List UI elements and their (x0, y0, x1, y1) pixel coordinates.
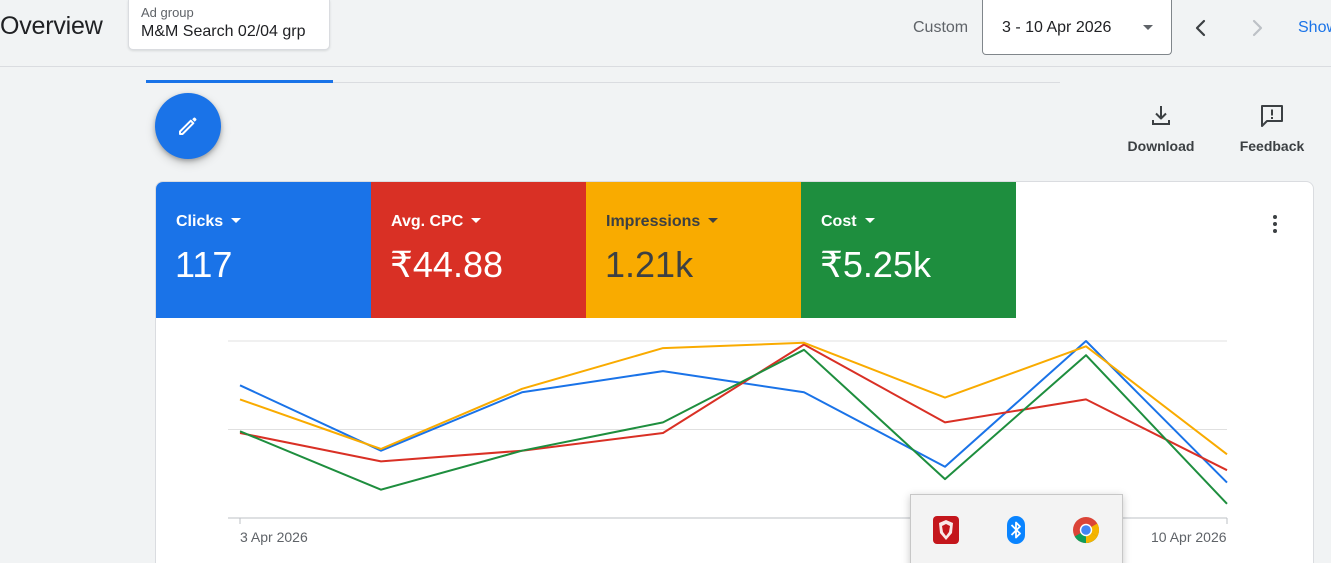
metric-clicks[interactable]: Clicks 117 (156, 182, 371, 318)
tab-bar-divider (146, 82, 1060, 83)
metric-impressions-value: 1.21k (605, 244, 694, 285)
system-tray-popup (910, 494, 1123, 563)
metric-avg-cpc-label: Avg. CPC (391, 213, 482, 231)
caret-down-icon (864, 218, 875, 223)
metric-cost-label-text: Cost (821, 213, 857, 230)
metric-cost[interactable]: Cost ₹5.25k (801, 182, 1016, 318)
download-icon (1152, 106, 1170, 125)
previous-period-button[interactable] (1185, 12, 1217, 44)
chevron-right-icon (1252, 19, 1263, 37)
caret-down-icon (231, 218, 242, 223)
date-range-dropdown[interactable]: 3 - 10 Apr 2026 (982, 0, 1172, 55)
ad-group-selector[interactable]: Ad group M&M Search 02/04 grp (128, 0, 330, 50)
metric-clicks-value: 117 (175, 244, 233, 285)
next-period-button[interactable] (1241, 12, 1273, 44)
top-bar: Overview Ad group M&M Search 02/04 grp C… (0, 0, 1331, 67)
date-range-value: 3 - 10 Apr 2026 (1002, 19, 1112, 36)
metric-clicks-label: Clicks (176, 213, 242, 231)
metric-avg-cpc[interactable]: Avg. CPC ₹44.88 (371, 182, 586, 318)
pencil-icon (179, 117, 197, 135)
caret-down-icon (1143, 25, 1153, 30)
feedback-label: Feedback (1239, 138, 1305, 154)
metric-cost-value: ₹5.25k (820, 244, 931, 285)
metric-impressions-label-text: Impressions (606, 213, 701, 230)
show-link[interactable]: Show (1298, 19, 1331, 36)
caret-down-icon (708, 218, 719, 223)
performance-line-chart (228, 340, 1228, 524)
feedback-button[interactable]: Feedback (1236, 103, 1308, 154)
bluetooth-icon[interactable] (1001, 515, 1031, 545)
series-line-cost (239, 348, 1228, 505)
download-label: Download (1127, 138, 1195, 154)
more-vert-icon (1273, 215, 1277, 233)
metric-avg-cpc-value: ₹44.88 (390, 244, 503, 285)
metric-cost-label: Cost (821, 213, 875, 231)
active-tab-indicator (146, 80, 333, 83)
date-range-type: Custom (913, 19, 969, 36)
performance-card: Clicks 117 Avg. CPC ₹44.88 Impressions 1… (155, 181, 1314, 563)
more-options-button[interactable] (1263, 212, 1287, 236)
series-line-impressions (239, 341, 1228, 456)
x-tick-label-start: 3 Apr 2026 (240, 529, 308, 545)
series-line-avg-cpc (239, 343, 1228, 472)
ad-group-value: M&M Search 02/04 grp (141, 23, 306, 40)
metric-clicks-label-text: Clicks (176, 213, 224, 230)
series-line-clicks (239, 340, 1228, 484)
metric-impressions[interactable]: Impressions 1.21k (586, 182, 801, 318)
chevron-left-icon (1195, 19, 1206, 37)
x-tick-label-end: 10 Apr 2026 (1151, 529, 1227, 545)
chrome-browser-icon[interactable] (1071, 515, 1101, 545)
metric-impressions-label: Impressions (606, 213, 719, 231)
page-title: Overview (0, 12, 103, 40)
download-button[interactable]: Download (1126, 103, 1196, 154)
ad-group-label: Ad group (141, 5, 194, 20)
caret-down-icon (471, 218, 482, 223)
brave-browser-icon[interactable] (931, 515, 961, 545)
feedback-icon (1261, 105, 1283, 127)
chart-series (239, 340, 1228, 505)
metric-avg-cpc-label-text: Avg. CPC (391, 213, 464, 230)
edit-button[interactable] (155, 93, 221, 159)
